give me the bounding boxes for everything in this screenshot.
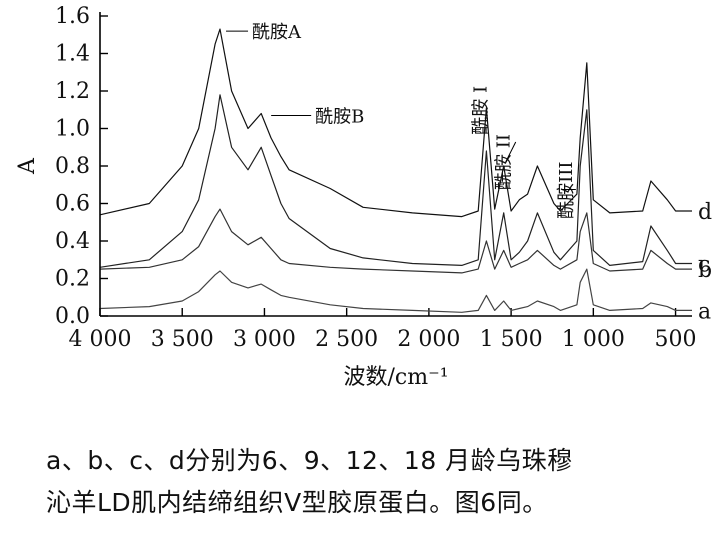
- y-tick-label: 0.0: [55, 304, 90, 329]
- x-tick-label: 500: [655, 327, 697, 352]
- y-tick-label: 0.8: [55, 154, 90, 179]
- annotation-label: 酰胺A: [252, 22, 302, 43]
- annotation-label: 酰胺B: [315, 107, 364, 128]
- annotation-label: 酰胺 II: [494, 134, 515, 190]
- x-tick-label: 2 000: [397, 327, 460, 352]
- annotation-label: 酰胺 I: [470, 86, 491, 135]
- series-label-d: d: [698, 200, 712, 225]
- y-tick-label: 0.4: [55, 229, 90, 254]
- series-line-a: [99, 268, 692, 313]
- y-tick-label: 1.6: [55, 4, 90, 29]
- y-axis-title: A: [15, 157, 40, 175]
- series-layer: abc d: [99, 28, 712, 324]
- series-label-b: b: [698, 258, 712, 283]
- x-tick-label: 4 000: [69, 327, 132, 352]
- series-label-c: c: [698, 253, 710, 278]
- axis-ticks: 0.0 0.2 0.4 0.6 0.8 1.0 1.2 1.4 1.6 4 000 3 500 3 0…: [55, 4, 697, 352]
- y-tick-label: 1.2: [55, 79, 90, 104]
- series-line-b: [99, 208, 692, 274]
- x-tick-label: 3 500: [151, 327, 214, 352]
- x-tick-label: 3 000: [233, 327, 296, 352]
- y-tick-label: 1.4: [55, 42, 90, 67]
- x-axis-title: 波数/cm⁻¹: [343, 365, 448, 390]
- annotation-leader: [505, 141, 517, 163]
- annotation-layer: 酰胺A 酰胺B 酰胺 I酰胺 II 酰胺III: [226, 22, 577, 219]
- series-label-a: a: [698, 299, 711, 324]
- y-tick-label: 0.6: [55, 192, 90, 217]
- ftir-spectrum-chart: 0.0 0.2 0.4 0.6 0.8 1.0 1.2 1.4 1.6 4 000 3 500 3 0…: [15, 4, 712, 390]
- caption-line-2: 沁羊LD肌内结缔组织Ⅴ型胶原蛋白。图6同。: [46, 488, 548, 517]
- y-tick-label: 0.2: [55, 267, 90, 292]
- series-line-c: [99, 94, 692, 268]
- annotation-label: 酰胺III: [556, 162, 577, 219]
- series-line-d: [99, 28, 692, 218]
- y-tick-label: 1.0: [55, 117, 90, 142]
- x-tick-label: 1 000: [562, 327, 625, 352]
- caption-line-1: a、b、c、d分别为6、9、12、18 月龄乌珠穆: [46, 446, 573, 475]
- x-tick-label: 1 500: [480, 327, 543, 352]
- figure-caption: a、b、c、d分别为6、9、12、18 月龄乌珠穆 沁羊LD肌内结缔组织Ⅴ型胶原…: [46, 440, 706, 524]
- x-tick-label: 2 500: [315, 327, 378, 352]
